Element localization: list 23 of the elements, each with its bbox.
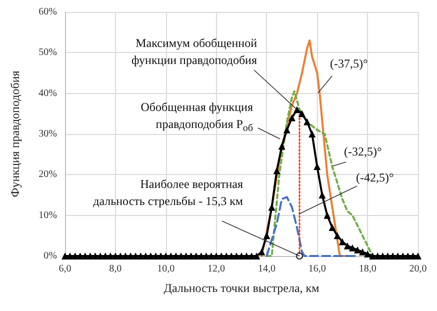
y-tick-label: 30%	[38, 128, 57, 140]
y-tick-label: 20%	[38, 169, 57, 180]
y-axis-title: Функция правдоподобия	[8, 70, 22, 198]
y-tick-label: 60%	[38, 6, 57, 18]
x-tick-label: 20,0	[409, 264, 427, 274]
series-label: (-32,5)°	[344, 144, 382, 160]
annotation: Максимум обобщенной функции правдоподобия	[132, 35, 257, 69]
x-tick-label: 16,0	[308, 264, 326, 274]
y-tick-label: 40%	[38, 88, 57, 99]
x-tick-label: 6,0	[58, 264, 72, 274]
y-tick-label: 50%	[38, 47, 57, 58]
text: (-42,5)°	[356, 170, 394, 186]
y-tick-label: 10%	[38, 210, 57, 221]
x-tick-label: 8,0	[109, 264, 122, 274]
x-tick-label: 18,0	[358, 264, 376, 274]
x-tick-label: 10,0	[157, 264, 175, 274]
series-label: (-37,5)°	[330, 56, 368, 72]
x-tick-label: 14,0	[258, 264, 276, 274]
x-axis-title: Дальность точки выстрела, км	[164, 281, 320, 295]
y-tick-label: 0%	[44, 250, 57, 262]
text: Обобщенная функция правдоподобия P$_{об}$	[140, 98, 253, 136]
x-tick-label: 12,0	[208, 264, 226, 274]
annotation: Наиболее вероятная дальность стрельбы - 15,3 км	[93, 176, 243, 210]
